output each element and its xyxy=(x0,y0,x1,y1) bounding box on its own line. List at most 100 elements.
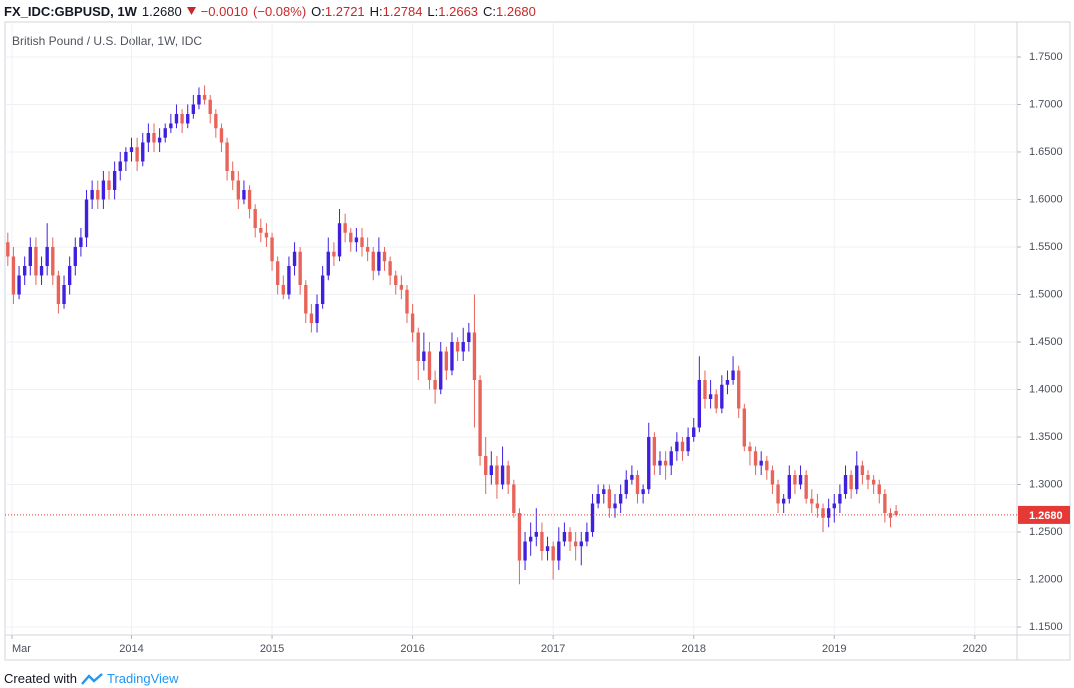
candle-body xyxy=(461,341,465,352)
candle-body xyxy=(793,475,797,485)
last: 1.2680 xyxy=(141,3,182,19)
candle-body xyxy=(399,284,404,290)
candle-body xyxy=(28,246,32,266)
y-tick-label: 1.7000 xyxy=(1029,98,1063,110)
candle-body xyxy=(365,246,370,252)
candle-body xyxy=(382,251,387,262)
candle-body xyxy=(742,408,747,447)
candle-body xyxy=(630,475,634,480)
candle-body xyxy=(337,223,342,257)
candle-body xyxy=(410,313,415,333)
candle-body xyxy=(247,189,252,209)
candle-body xyxy=(545,546,550,552)
y-tick-label: 1.4000 xyxy=(1029,383,1063,395)
candle-body xyxy=(618,494,623,504)
candle-body xyxy=(765,460,769,471)
candle-body xyxy=(770,470,775,485)
low-label: L: xyxy=(427,3,439,19)
open-label: O: xyxy=(311,3,325,19)
symbol: FX_IDC:GBPUSD, 1W xyxy=(4,3,137,19)
candle-body xyxy=(259,227,263,233)
candle-body xyxy=(781,498,786,504)
change-pct: (−0.08%) xyxy=(253,3,307,19)
candle-body xyxy=(34,246,38,276)
candle-body xyxy=(197,94,201,105)
candle-body xyxy=(163,128,167,138)
tv-logo xyxy=(81,672,103,685)
candle-body xyxy=(343,223,347,233)
candle-body xyxy=(804,475,808,499)
candle-body xyxy=(686,437,690,452)
y-tick-label: 1.2000 xyxy=(1029,573,1063,585)
candle-body xyxy=(118,161,122,171)
candle-body xyxy=(596,494,600,504)
candle-body xyxy=(22,265,27,276)
chart-title: British Pound / U.S. Dollar, 1W, IDC xyxy=(12,34,202,48)
footer: Created with TradingView xyxy=(4,671,179,686)
x-tick-label: 2019 xyxy=(822,643,846,655)
candle-body xyxy=(832,503,836,509)
candle-body xyxy=(523,541,527,561)
candle-body xyxy=(855,465,859,490)
chart: British Pound / U.S. Dollar, 1W, IDC 1.1… xyxy=(4,21,1071,661)
candle-body xyxy=(607,489,612,509)
candle-body xyxy=(107,180,111,190)
candle-body xyxy=(405,289,409,314)
candle-body xyxy=(585,532,589,542)
candle-body xyxy=(326,251,330,276)
candle-body xyxy=(815,503,820,509)
grid xyxy=(5,22,1017,635)
candle-body xyxy=(225,142,229,171)
candle-body xyxy=(146,132,151,143)
x-tick-label: 2018 xyxy=(681,643,705,655)
candle-body xyxy=(641,489,645,495)
candle-body xyxy=(45,246,49,266)
candle-body xyxy=(894,511,898,515)
candle-body xyxy=(635,475,640,495)
candle-body xyxy=(129,147,134,152)
candle-body xyxy=(141,142,145,162)
candle-body xyxy=(787,475,791,499)
candle-body xyxy=(298,251,302,285)
candle-body xyxy=(708,394,713,399)
candle-body xyxy=(568,532,572,542)
candle-body xyxy=(669,451,673,466)
candle-body xyxy=(394,275,398,285)
candle-body xyxy=(798,475,803,485)
candle-body xyxy=(776,484,780,504)
candle-body xyxy=(388,261,392,276)
change: −0.0010 xyxy=(200,3,249,19)
candle-body xyxy=(275,261,280,285)
candle-body xyxy=(152,132,156,143)
candle-body xyxy=(517,513,522,561)
candle-body xyxy=(135,147,139,162)
low-value: 1.2663 xyxy=(438,3,479,19)
candle-body xyxy=(720,384,724,409)
candle-body xyxy=(349,232,353,243)
y-tick-label: 1.5000 xyxy=(1029,288,1063,300)
candle-body xyxy=(214,113,218,129)
y-tick-label: 1.2500 xyxy=(1029,526,1063,538)
candle-body xyxy=(287,265,291,295)
created-with: Created with xyxy=(4,671,77,686)
candle-body xyxy=(512,484,516,514)
candle-body xyxy=(439,351,443,390)
candle-body xyxy=(753,451,758,466)
candle-body xyxy=(467,332,471,342)
candle-body xyxy=(826,508,831,518)
candle-body xyxy=(613,503,617,509)
candle-body xyxy=(450,341,454,371)
candle-body xyxy=(360,237,364,247)
high-label: H: xyxy=(369,3,383,19)
candle-body xyxy=(253,208,257,228)
candle-body xyxy=(838,494,842,504)
candle-body xyxy=(602,489,606,495)
candle-body xyxy=(692,427,696,438)
candle-body xyxy=(731,370,735,380)
candle-body xyxy=(174,113,179,124)
y-tick-label: 1.6000 xyxy=(1029,193,1063,205)
x-tick-label: 2015 xyxy=(260,643,284,655)
y-tick-label: 1.3500 xyxy=(1029,431,1063,443)
candle-body xyxy=(444,351,449,371)
